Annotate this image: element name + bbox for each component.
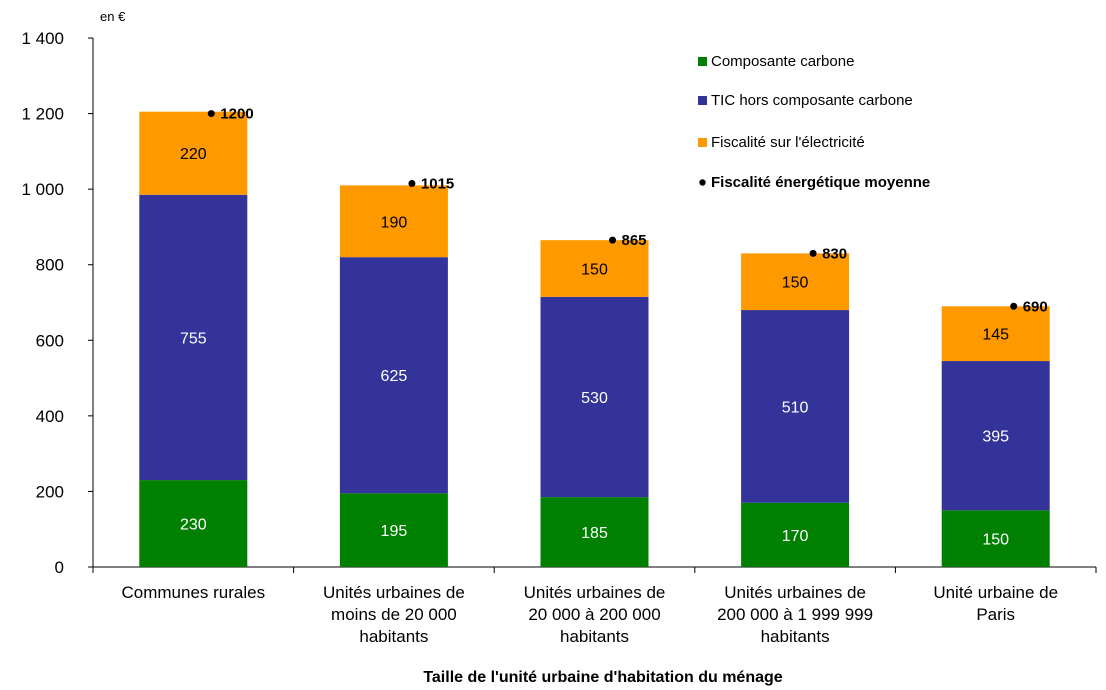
bar-segment	[339, 185, 448, 258]
total-marker	[207, 110, 215, 118]
bar-value-label: 150	[581, 261, 608, 278]
y-tick-label: 0	[55, 558, 64, 577]
y-tick-label: 200	[36, 482, 64, 501]
bar-value-label: 195	[381, 523, 408, 540]
y-tick-label: 800	[36, 256, 64, 275]
x-category-label: Unité urbaine de Paris	[933, 583, 1058, 624]
bars: 230 755 220 195 625 190 185 530 150 170 510 150 150 3…	[139, 111, 1050, 567]
bar-segment	[741, 310, 850, 503]
bar-segment	[741, 253, 850, 311]
bar-value-label: 145	[982, 327, 1009, 344]
legend-swatch	[698, 96, 707, 105]
legend-swatch	[698, 138, 707, 147]
bar-value-label: 150	[782, 275, 809, 292]
x-category-label: Unités urbaines de 20 000 à 200 000 habita…	[524, 583, 666, 646]
bar-segment	[941, 510, 1050, 567]
total-marker	[408, 179, 416, 187]
legend-swatch	[698, 57, 707, 66]
total-value-label: 1015	[421, 175, 454, 192]
legend-label: TIC hors composante carbone	[711, 92, 913, 109]
legend-label: Fiscalité sur l'électricité	[711, 134, 865, 151]
bar-segment	[339, 257, 448, 494]
bar-segment	[540, 240, 649, 297]
total-markers: 1200 1015 865 830 690	[207, 106, 1048, 315]
bar-segment	[741, 502, 850, 567]
bar-value-label: 230	[180, 517, 207, 534]
bar-segment	[540, 497, 649, 567]
bar-segment	[540, 296, 649, 498]
bar-value-label: 625	[381, 368, 408, 385]
x-category-label: Communes rurales	[121, 583, 265, 602]
x-category-label-line: 20 000 à 200 000	[528, 605, 660, 624]
x-category-label: Unités urbaines de 200 000 à 1 999 999 hab…	[717, 583, 873, 646]
y-tick-label: 600	[36, 331, 64, 350]
x-category-label-line: habitants	[359, 627, 428, 646]
x-category-label-line: Unités urbaines de	[323, 583, 465, 602]
bar-value-label: 755	[180, 330, 207, 347]
bar-segment	[139, 480, 248, 567]
legend: Composante carbone TIC hors composante ca…	[698, 53, 930, 191]
x-category-label-line: 200 000 à 1 999 999	[717, 605, 873, 624]
x-category-label-line: Communes rurales	[121, 583, 265, 602]
bar-segment	[139, 111, 248, 195]
bar-segment	[339, 493, 448, 567]
y-tick-label: 1 000	[21, 180, 64, 199]
total-marker	[1010, 302, 1018, 310]
bar-segment	[941, 361, 1050, 511]
legend-label: Composante carbone	[711, 53, 854, 70]
legend-marker	[699, 179, 706, 186]
bar-value-label: 530	[581, 390, 608, 407]
bar-value-label: 185	[581, 525, 608, 542]
x-category-label-line: moins de 20 000	[331, 605, 457, 624]
x-category-label-line: habitants	[560, 627, 629, 646]
total-value-label: 690	[1023, 298, 1048, 315]
bar-segment	[139, 194, 248, 481]
y-tick-label: 1 200	[21, 105, 64, 124]
x-category-label-line: Unités urbaines de	[524, 583, 666, 602]
x-category-label: Unités urbaines de moins de 20 000 habitan…	[323, 583, 465, 646]
x-category-label-line: habitants	[761, 627, 830, 646]
total-marker	[809, 249, 817, 257]
y-tick-label: 400	[36, 407, 64, 426]
bar-segment	[941, 306, 1050, 362]
total-value-label: 865	[622, 232, 647, 249]
legend-label: Fiscalité énergétique moyenne	[711, 174, 930, 191]
bar-value-label: 510	[782, 399, 809, 416]
x-category-label-line: Paris	[976, 605, 1015, 624]
bar-value-label: 220	[180, 146, 207, 163]
x-axis-title: Taille de l'unité urbaine d'habitation d…	[423, 669, 782, 686]
unit-label: en €	[100, 9, 126, 24]
total-value-label: 830	[822, 245, 847, 262]
total-marker	[609, 236, 616, 244]
x-category-label-line: Unités urbaines de	[724, 583, 866, 602]
bar-value-label: 170	[782, 528, 809, 545]
bar-value-label: 395	[982, 429, 1009, 446]
bar-value-label: 190	[381, 214, 408, 231]
axes: 0 200 400 600 800 1 000 1 200 1 400 Communes rur…	[21, 29, 1097, 646]
y-tick-label: 1 400	[21, 29, 64, 48]
x-category-label-line: Unité urbaine de	[933, 583, 1058, 602]
bar-value-label: 150	[982, 532, 1009, 549]
total-value-label: 1200	[220, 106, 253, 123]
